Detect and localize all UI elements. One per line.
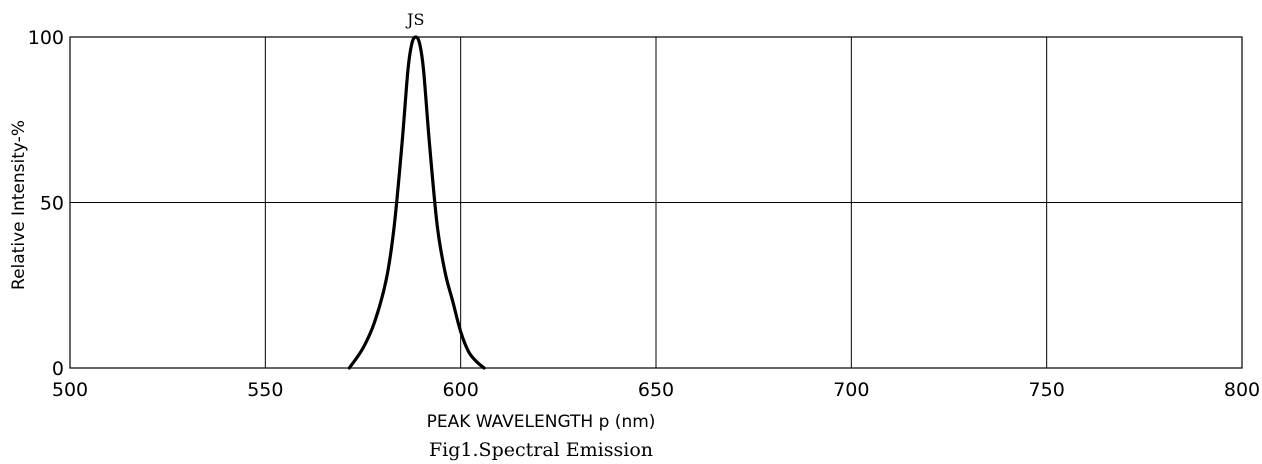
y-axis-title: Relative Intensity-% — [9, 120, 29, 290]
y-tick-label: 0 — [52, 358, 64, 380]
y-tick-label: 100 — [28, 27, 64, 49]
plot-frame — [69, 36, 1243, 369]
y-axis-ticks: 0 50 100 — [28, 27, 64, 380]
series-label-js: JS — [405, 10, 424, 29]
x-tick-label: 650 — [638, 379, 674, 401]
x-tick-label: 700 — [833, 379, 869, 401]
y-tick-label: 50 — [40, 193, 64, 215]
x-tick-label: 500 — [52, 379, 88, 401]
x-tick-label: 600 — [443, 379, 479, 401]
x-tick-label: 750 — [1029, 379, 1065, 401]
x-tick-label: 800 — [1224, 379, 1260, 401]
x-axis-title: PEAK WAVELENGTH p (nm) — [427, 412, 656, 432]
x-tick-label: 550 — [247, 379, 283, 401]
emission-curve — [347, 35, 486, 370]
grid — [69, 36, 1243, 369]
figure-caption: Fig1.Spectral Emission — [429, 439, 653, 461]
x-axis-ticks: 500 550 600 650 700 750 800 — [52, 379, 1260, 401]
